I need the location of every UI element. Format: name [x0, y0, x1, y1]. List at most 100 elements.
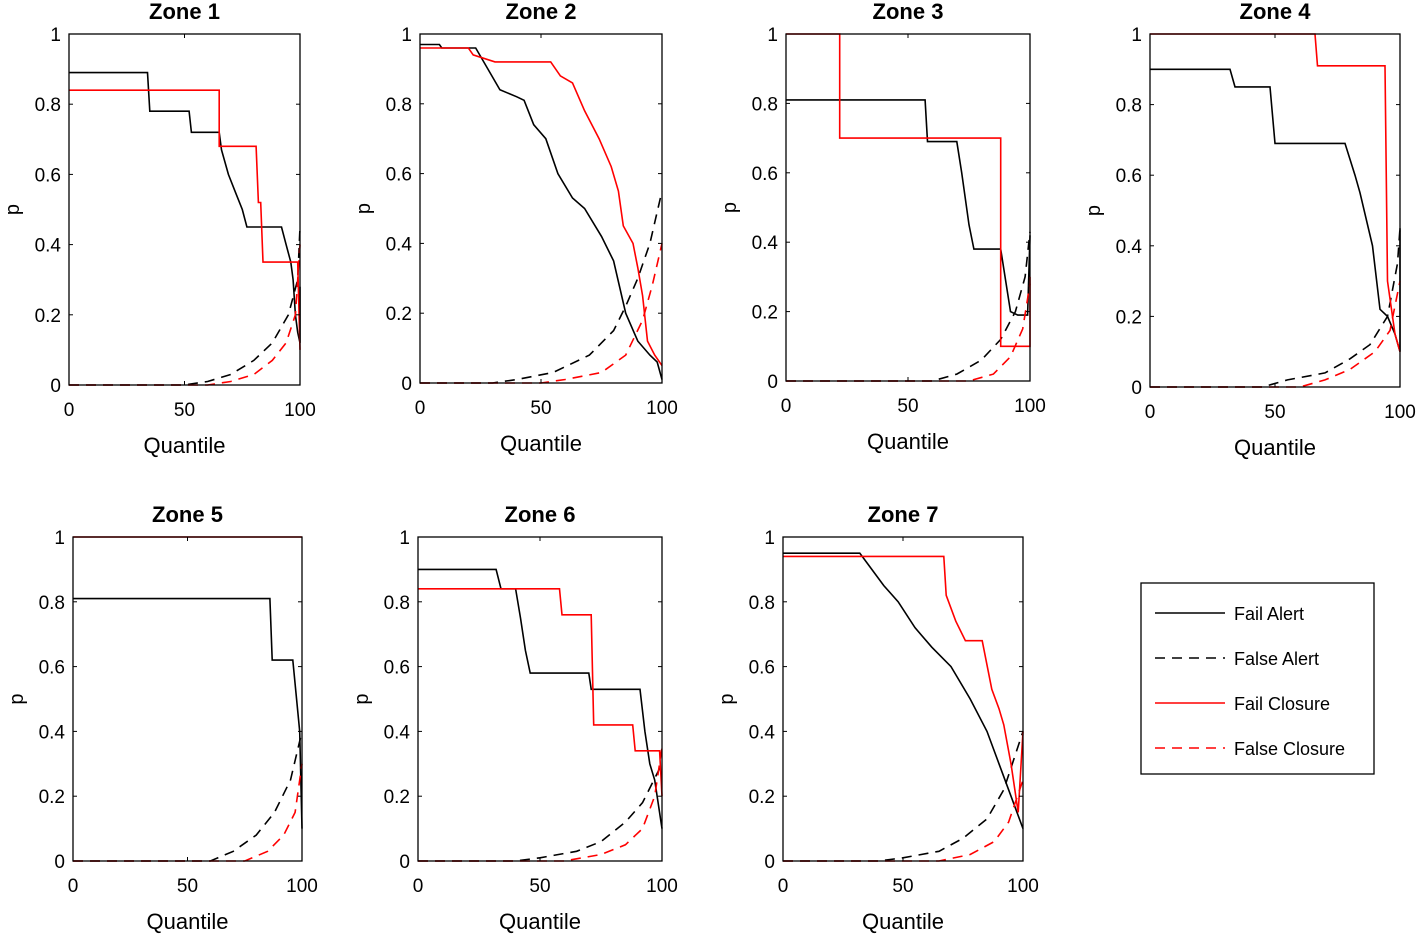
- y-axis-label: p: [2, 204, 24, 215]
- x-axis-label: Quantile: [147, 909, 229, 934]
- x-tick-label: 0: [68, 876, 79, 897]
- y-tick-label: 1: [401, 25, 412, 46]
- subplot-zone-1: 0 0.2 0.4 0.6 0.8 1 0 50 100 Zone 1 Quantile p: [2, 0, 316, 458]
- subplot-zone-2: 0 0.2 0.4 0.6 0.8 1 0 50 100 Zone 2 Quantile p: [353, 0, 678, 456]
- series-false-alert: [1150, 228, 1401, 388]
- y-tick-label: 0.6: [386, 165, 412, 186]
- legend: Fail Alert False Alert Fail Closure False C…: [1140, 582, 1375, 775]
- y-tick-label: 1: [1131, 25, 1142, 46]
- series-fail-alert: [420, 43, 663, 380]
- y-tick-label: 0.2: [752, 303, 778, 324]
- series-fail-alert: [1150, 68, 1401, 352]
- series-false-closure: [786, 283, 1031, 382]
- x-tick-label: 100: [646, 398, 678, 419]
- y-tick-label: 0.4: [752, 233, 779, 254]
- series-fail-closure: [786, 33, 1031, 348]
- x-axis-label: Quantile: [500, 431, 582, 456]
- series-fail-alert: [786, 99, 1031, 316]
- y-tick-label: 0.2: [35, 306, 61, 327]
- y-axis-label: p: [1083, 205, 1105, 216]
- series-fail-alert: [418, 568, 663, 829]
- y-tick-label: 0.2: [749, 787, 775, 808]
- x-tick-label: 50: [1264, 402, 1285, 423]
- x-tick-label: 50: [174, 400, 195, 421]
- series-fail-closure: [418, 587, 663, 797]
- x-tick-label: 50: [892, 876, 913, 897]
- y-tick-label: 0.2: [386, 304, 412, 325]
- y-tick-label: 1: [767, 25, 778, 46]
- x-tick-label: 50: [530, 398, 551, 419]
- y-tick-label: 0.4: [39, 722, 66, 743]
- y-tick-label: 0.6: [752, 164, 778, 185]
- series-fail-alert: [69, 71, 301, 344]
- x-tick-label: 0: [1145, 402, 1156, 423]
- x-tick-label: 100: [1014, 396, 1046, 417]
- y-axis-label: p: [716, 693, 738, 704]
- x-tick-label: 50: [177, 876, 198, 897]
- y-tick-label: 0.2: [39, 787, 65, 808]
- x-tick-label: 0: [415, 398, 426, 419]
- series-false-alert: [420, 190, 663, 384]
- x-tick-label: 100: [1007, 876, 1039, 897]
- y-axis-label: p: [6, 693, 28, 704]
- x-tick-label: 50: [529, 876, 550, 897]
- y-tick-label: 0: [1131, 378, 1142, 399]
- subplot-title: Zone 2: [506, 0, 577, 24]
- axes-box: [419, 33, 663, 384]
- y-tick-label: 0.6: [35, 165, 61, 186]
- axes-box: [782, 536, 1024, 862]
- legend-label: False Closure: [1234, 739, 1345, 759]
- y-tick-label: 0.4: [386, 234, 413, 255]
- subplot-zone-5: 0 0.2 0.4 0.6 0.8 1 0 50 100 Zone 5 Quantile p: [6, 502, 318, 934]
- subplot-zone-7: 0 0.2 0.4 0.6 0.8 1 0 50 100 Zone 7 Quantile p: [716, 502, 1039, 934]
- x-tick-label: 100: [646, 876, 678, 897]
- legend-box: [1140, 582, 1375, 775]
- x-axis-label: Quantile: [499, 909, 581, 934]
- x-tick-label: 100: [1384, 402, 1416, 423]
- subplot-title: Zone 1: [149, 0, 220, 24]
- y-axis-label: p: [351, 693, 373, 704]
- y-tick-label: 0.4: [384, 722, 411, 743]
- y-tick-label: 0.8: [1116, 96, 1142, 117]
- x-axis-label: Quantile: [862, 909, 944, 934]
- series-fail-closure: [420, 47, 663, 367]
- y-tick-label: 0: [399, 852, 410, 873]
- x-axis-label: Quantile: [144, 433, 226, 458]
- y-tick-label: 0.8: [749, 593, 775, 614]
- x-tick-label: 100: [286, 876, 318, 897]
- y-tick-label: 0.6: [1116, 166, 1142, 187]
- x-tick-label: 50: [897, 396, 918, 417]
- subplot-title: Zone 6: [505, 502, 576, 527]
- y-tick-label: 0: [764, 852, 775, 873]
- subplot-zone-4: 0 0.2 0.4 0.6 0.8 1 0 50 100 Zone 4 Quantile p: [1083, 0, 1416, 460]
- y-tick-label: 0.4: [749, 722, 776, 743]
- y-tick-label: 0.4: [35, 236, 62, 257]
- y-tick-label: 0.6: [384, 658, 410, 679]
- y-tick-label: 1: [50, 25, 61, 46]
- x-axis-label: Quantile: [867, 429, 949, 454]
- legend-label: Fail Alert: [1234, 604, 1304, 624]
- x-tick-label: 0: [64, 400, 75, 421]
- series-fail-closure: [1150, 33, 1401, 352]
- series-false-alert: [783, 731, 1024, 862]
- series-false-alert: [786, 231, 1031, 382]
- subplot-zone-3: 0 0.2 0.4 0.6 0.8 1 0 50 100 Zone 3 Quantile p: [719, 0, 1046, 454]
- legend-label: False Alert: [1234, 649, 1319, 669]
- series-fail-closure: [69, 89, 301, 350]
- x-axis-label: Quantile: [1234, 435, 1316, 460]
- series-fail-alert: [73, 597, 303, 829]
- series-false-alert: [69, 226, 301, 386]
- y-tick-label: 1: [54, 528, 65, 549]
- x-tick-label: 0: [778, 876, 789, 897]
- subplot-title: Zone 5: [152, 502, 223, 527]
- y-tick-label: 0: [54, 852, 65, 873]
- series-fail-alert: [783, 552, 1024, 829]
- subplot-title: Zone 4: [1240, 0, 1312, 24]
- y-tick-label: 1: [399, 528, 410, 549]
- y-tick-label: 0.6: [749, 658, 775, 679]
- axes-box: [72, 536, 303, 862]
- axes-box: [1149, 33, 1401, 388]
- series-false-closure: [1150, 280, 1401, 388]
- y-tick-label: 0.6: [39, 658, 65, 679]
